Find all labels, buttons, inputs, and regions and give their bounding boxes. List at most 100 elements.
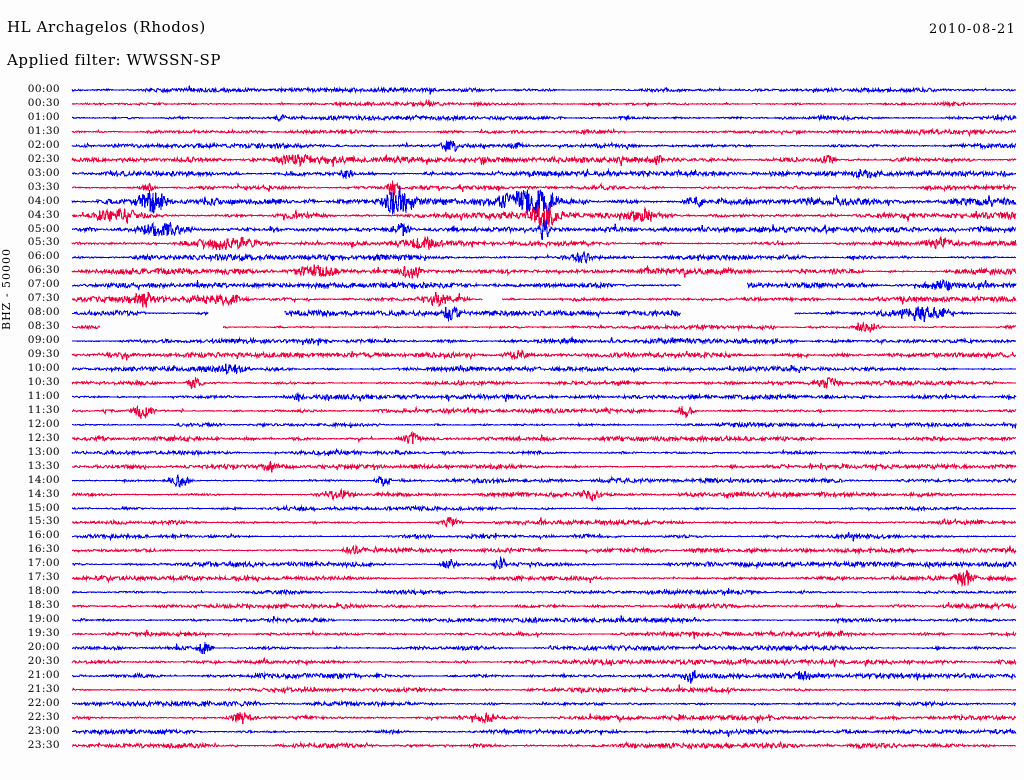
time-label-0000: 00:00 bbox=[27, 83, 60, 95]
trace-row-2330 bbox=[71, 741, 1017, 750]
trace-row-0930 bbox=[71, 349, 1017, 361]
trace-row-1200 bbox=[71, 420, 1017, 430]
trace-row-1330 bbox=[71, 461, 1017, 473]
time-label-0230: 02:30 bbox=[27, 152, 60, 165]
time-label-1100: 11:00 bbox=[27, 389, 60, 402]
trace-row-0800 bbox=[71, 305, 1017, 323]
time-label-1030: 10:30 bbox=[27, 375, 60, 388]
time-label-1600: 16:00 bbox=[27, 529, 60, 542]
trace-row-1730 bbox=[71, 570, 1017, 587]
trace-row-2000 bbox=[71, 642, 1017, 655]
trace-row-0000 bbox=[71, 85, 1017, 95]
time-label-1200: 12:00 bbox=[27, 417, 60, 430]
filter-label: Applied filter: WWSSN-SP bbox=[7, 51, 222, 69]
helicorder-plot: 00:00 00:30 01:00 01:30 02:00 02:30 03:00 03:30… bbox=[0, 80, 1024, 780]
time-label-2300: 23:00 bbox=[27, 724, 60, 737]
date-label: 2010-08-21 bbox=[929, 22, 1016, 37]
trace-row-0500 bbox=[71, 219, 1017, 241]
time-label-0830: 08:30 bbox=[27, 320, 60, 333]
trace-row-1530 bbox=[71, 516, 1017, 528]
time-label-0130: 01:30 bbox=[27, 124, 60, 137]
time-label-2330: 23:30 bbox=[27, 738, 60, 751]
time-label-0700: 07:00 bbox=[27, 278, 60, 291]
trace-row-1100 bbox=[71, 392, 1017, 403]
time-label-0600: 06:00 bbox=[27, 250, 60, 263]
trace-row-1700 bbox=[71, 555, 1017, 570]
trace-row-2200 bbox=[71, 699, 1017, 709]
trace-row-1800 bbox=[71, 587, 1017, 597]
time-label-0630: 06:30 bbox=[27, 264, 60, 277]
trace-row-0100 bbox=[71, 114, 1017, 123]
trace-row-2100 bbox=[71, 670, 1017, 684]
trace-row-0400 bbox=[71, 185, 1017, 218]
time-label-1700: 17:00 bbox=[27, 557, 60, 570]
trace-row-0130 bbox=[71, 127, 1017, 138]
time-label-1500: 15:00 bbox=[27, 501, 60, 514]
time-label-2100: 21:00 bbox=[27, 668, 60, 681]
trace-row-1300 bbox=[71, 447, 1017, 458]
time-label-0100: 01:00 bbox=[27, 110, 60, 123]
trace-row-0200 bbox=[71, 140, 1017, 153]
time-label-0030: 00:30 bbox=[27, 96, 60, 109]
time-label-2000: 20:00 bbox=[27, 641, 60, 653]
time-label-0300: 03:00 bbox=[27, 166, 60, 179]
time-label-1730: 17:30 bbox=[27, 571, 60, 584]
time-label-0500: 05:00 bbox=[27, 222, 60, 235]
trace-row-1930 bbox=[71, 629, 1017, 640]
time-label-2130: 21:30 bbox=[27, 682, 60, 695]
seismogram-traces bbox=[71, 85, 1017, 750]
time-label-0330: 03:30 bbox=[27, 180, 60, 193]
trace-row-0530 bbox=[71, 236, 1017, 251]
time-label-1000: 10:00 bbox=[27, 362, 60, 374]
time-label-1530: 15:30 bbox=[27, 515, 60, 528]
time-label-2230: 22:30 bbox=[27, 710, 60, 723]
trace-row-1500 bbox=[71, 504, 1017, 513]
time-label-1130: 11:30 bbox=[27, 403, 60, 416]
time-label-1930: 19:30 bbox=[27, 627, 60, 640]
time-label-0800: 08:00 bbox=[27, 306, 60, 319]
page-title: HL Archagelos (Rhodos) bbox=[7, 18, 206, 36]
trace-row-0330 bbox=[71, 180, 1017, 196]
trace-row-0600 bbox=[71, 250, 1017, 265]
time-label-0530: 05:30 bbox=[27, 236, 60, 249]
time-label-2200: 22:00 bbox=[27, 696, 60, 709]
time-label-1830: 18:30 bbox=[27, 599, 60, 612]
time-label-0400: 04:00 bbox=[27, 194, 60, 207]
trace-row-0730 bbox=[71, 292, 1017, 308]
trace-row-2230 bbox=[71, 712, 1017, 724]
trace-row-2030 bbox=[71, 657, 1017, 668]
trace-row-1630 bbox=[71, 544, 1017, 555]
trace-row-0300 bbox=[71, 167, 1017, 180]
trace-row-0030 bbox=[71, 98, 1017, 108]
trace-row-0630 bbox=[71, 264, 1017, 280]
trace-row-0430 bbox=[71, 204, 1017, 227]
trace-row-0700 bbox=[71, 279, 1017, 292]
trace-row-0230 bbox=[71, 153, 1017, 168]
time-label-1300: 13:00 bbox=[27, 445, 60, 458]
time-label-0200: 02:00 bbox=[27, 138, 60, 151]
time-label-1800: 18:00 bbox=[27, 585, 60, 598]
trace-row-1230 bbox=[71, 430, 1017, 445]
time-label-1630: 16:30 bbox=[27, 543, 60, 556]
time-label-1400: 14:00 bbox=[27, 473, 60, 486]
trace-row-0830 bbox=[71, 321, 1017, 334]
trace-row-1900 bbox=[71, 615, 1017, 625]
time-label-0430: 04:30 bbox=[27, 208, 60, 221]
time-label-2030: 20:30 bbox=[27, 654, 60, 667]
time-label-0930: 09:30 bbox=[27, 348, 60, 361]
time-label-1430: 14:30 bbox=[27, 487, 60, 500]
time-label-1330: 13:30 bbox=[27, 459, 60, 472]
trace-row-2130 bbox=[71, 684, 1017, 695]
time-label-1230: 12:30 bbox=[27, 431, 60, 444]
trace-row-0900 bbox=[71, 336, 1017, 346]
trace-row-1400 bbox=[71, 474, 1017, 488]
trace-row-1000 bbox=[71, 363, 1017, 375]
trace-row-2300 bbox=[71, 727, 1017, 738]
time-label-1900: 19:00 bbox=[27, 613, 60, 626]
time-label-0900: 09:00 bbox=[27, 334, 60, 347]
trace-row-1830 bbox=[71, 601, 1017, 611]
trace-row-1600 bbox=[71, 531, 1017, 542]
time-label-0730: 07:30 bbox=[27, 292, 60, 305]
trace-row-1130 bbox=[71, 405, 1017, 420]
